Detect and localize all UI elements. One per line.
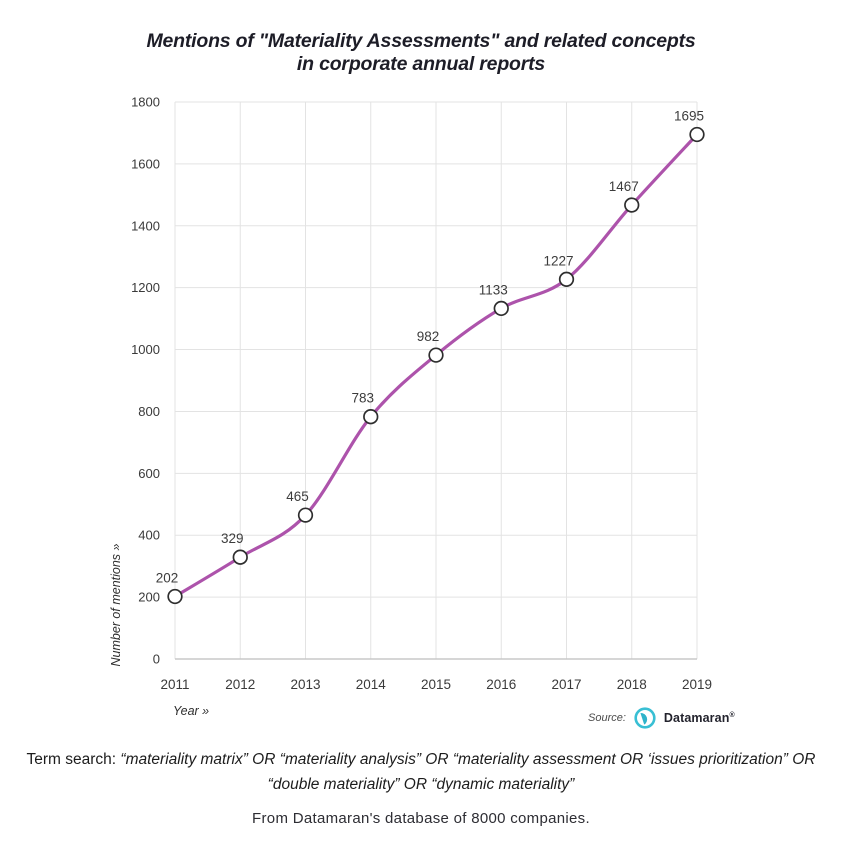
- x-tick-label: 2011: [160, 677, 189, 692]
- term-search-terms: “materiality matrix” OR “materiality ana…: [120, 751, 816, 794]
- x-axis-title: Year »: [173, 704, 209, 718]
- data-label: 982: [417, 329, 440, 344]
- x-tick-label: 2019: [682, 677, 712, 692]
- y-axis-title: Number of mentions »: [109, 543, 123, 666]
- x-tick-label: 2017: [551, 677, 581, 692]
- data-point: [689, 126, 705, 143]
- term-search-note: Term search: “materiality matrix” OR “ma…: [26, 747, 816, 797]
- data-label: 329: [221, 531, 244, 546]
- data-point: [167, 588, 183, 605]
- y-tick-label: 1000: [131, 342, 160, 357]
- y-tick-label: 1200: [131, 280, 160, 295]
- data-label: 1695: [674, 108, 704, 123]
- data-point: [428, 347, 444, 363]
- data-point: [232, 549, 248, 565]
- data-label: 202: [156, 570, 179, 585]
- x-tick-label: 2013: [290, 677, 320, 692]
- chart-title: Mentions of "Materiality Assessments" an…: [0, 30, 842, 76]
- data-label: 1467: [609, 179, 639, 194]
- data-label: 1227: [543, 253, 573, 268]
- y-tick-label: 600: [138, 466, 160, 481]
- line-chart: 0 200 400 600 800 1000 1200 1400 1600 1800 2011 201…: [109, 95, 712, 719]
- x-tick-label: 2014: [356, 677, 387, 692]
- x-tick-label: 2015: [421, 677, 451, 692]
- x-tick-label: 2012: [225, 677, 255, 692]
- y-tick-label: 1800: [131, 95, 160, 110]
- y-tick-label: 800: [138, 404, 160, 419]
- brand-name: Datamaran®: [664, 711, 735, 725]
- x-tick-label: 2016: [486, 677, 516, 692]
- registered-mark: ®: [729, 711, 735, 719]
- source-attribution: Source: Datamaran®: [588, 703, 735, 733]
- y-tick-label: 1400: [131, 218, 160, 233]
- data-point: [297, 507, 314, 523]
- data-label: 783: [351, 391, 374, 406]
- data-label: 465: [286, 489, 309, 504]
- data-point: [363, 409, 379, 425]
- y-tick-label: 0: [153, 652, 160, 667]
- database-caption: From Datamaran's database of 8000 compan…: [252, 810, 590, 827]
- data-label: 1133: [479, 282, 508, 297]
- data-point: [558, 271, 575, 287]
- term-search-prefix: Term search:: [26, 751, 121, 768]
- data-point: [624, 197, 640, 213]
- x-tick-label: 2018: [617, 677, 647, 692]
- chart-title-line2: in corporate annual reports: [296, 53, 546, 75]
- datamaran-logo-icon: [634, 707, 656, 729]
- brand-text: Datamaran: [663, 711, 730, 725]
- y-tick-label: 200: [138, 590, 160, 605]
- source-label: Source:: [588, 712, 626, 724]
- y-tick-label: 1600: [131, 156, 160, 171]
- chart-title-line1: Mentions of "Materiality Assessments" an…: [146, 30, 696, 52]
- data-point: [493, 300, 509, 317]
- y-tick-label: 400: [138, 528, 160, 543]
